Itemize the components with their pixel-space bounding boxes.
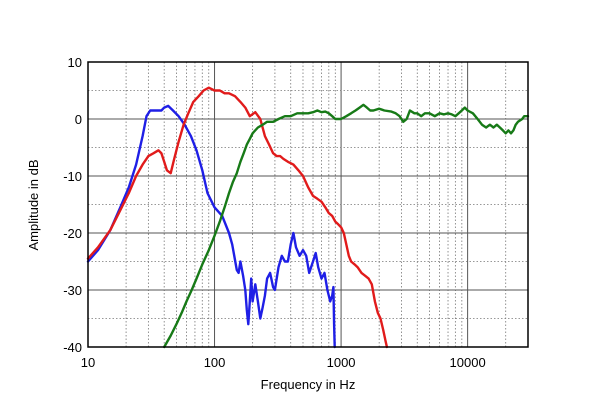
y-tick-label: 10 — [68, 55, 82, 70]
series-line-1 — [86, 104, 336, 349]
x-tick-label: 1000 — [327, 355, 356, 370]
y-tick-label: -30 — [63, 283, 82, 298]
y-tick-labels: 10 0 -10 -20 -30 -40 — [63, 55, 82, 355]
y-tick-label: -10 — [63, 169, 82, 184]
y-axis-label: Amplitude in dB — [26, 159, 41, 250]
series-line-3 — [162, 103, 530, 349]
series-line-2 — [86, 86, 389, 349]
x-tick-label: 100 — [204, 355, 226, 370]
y-tick-label: -20 — [63, 226, 82, 241]
x-axis-label: Frequency in Hz — [261, 377, 356, 392]
x-tick-label: 10000 — [450, 355, 486, 370]
x-tick-labels: 10 100 1000 10000 — [81, 355, 486, 370]
plot-frame — [87, 61, 529, 348]
y-tick-label: 0 — [75, 112, 82, 127]
series-layer — [86, 86, 530, 349]
x-tick-label: 10 — [81, 355, 95, 370]
y-tick-label: -40 — [63, 340, 82, 355]
